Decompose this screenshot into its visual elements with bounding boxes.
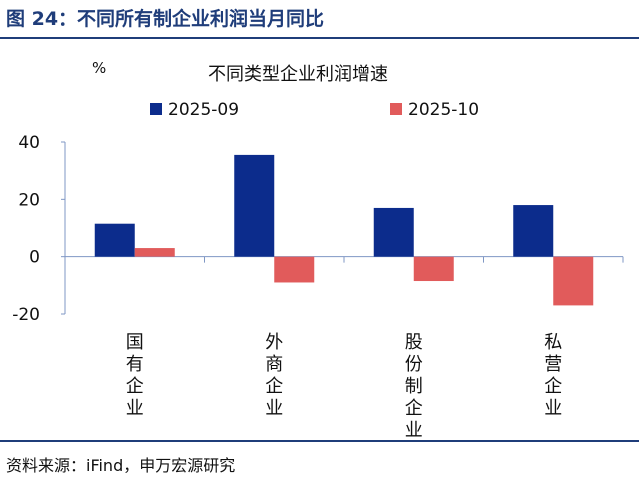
y-tick-label: -20: [12, 305, 40, 325]
bar-2-4: [553, 256, 594, 306]
legend-label-2: 2025-10: [408, 100, 479, 120]
source-note: 资料来源：iFind，申万宏源研究: [6, 456, 236, 475]
bar-1-3: [373, 207, 414, 257]
bar-1-2: [234, 154, 275, 257]
category-label-3: 股份制企业: [405, 332, 423, 440]
bar-1-1: [94, 223, 135, 257]
source-divider: [0, 440, 639, 442]
bar-2-2: [274, 256, 315, 283]
category-label-4: 私营企业: [544, 332, 562, 419]
category-label-1: 国有企业: [126, 332, 144, 419]
y-tick-label: 20: [18, 190, 40, 210]
y-axis-unit: %: [92, 59, 106, 77]
bar-2-3: [413, 256, 454, 282]
category-label-2: 外商企业: [265, 332, 283, 419]
figure-title: 图 24：不同所有制企业利润当月同比: [6, 8, 325, 30]
legend-label-1: 2025-09: [168, 100, 239, 120]
bar-1-4: [513, 205, 554, 257]
legend-swatch-1: [150, 103, 162, 115]
chart-title: 不同类型企业利润增速: [208, 64, 388, 85]
y-tick-label: 40: [18, 133, 40, 153]
title-divider: [0, 37, 639, 39]
bar-chart: 不同类型企业利润增速% 2025-09 2025-10 -20 0 20 40 国有企业 外商企…: [12, 59, 624, 440]
bar-2-1: [134, 248, 175, 257]
y-tick-label: 0: [29, 248, 40, 268]
legend-swatch-2: [390, 103, 402, 115]
